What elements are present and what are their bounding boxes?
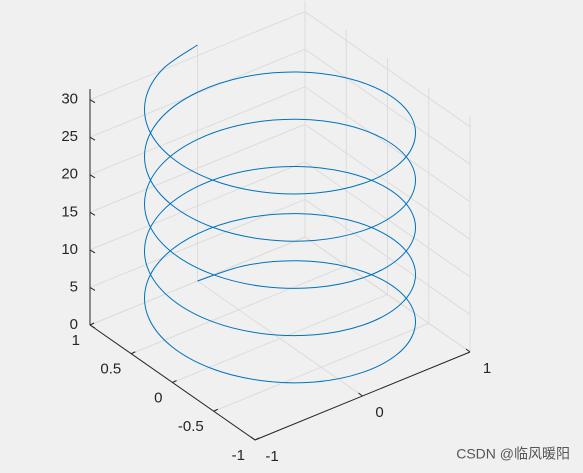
y-tick-label: -1 bbox=[232, 447, 245, 464]
z-tick bbox=[89, 211, 96, 216]
x-tick bbox=[358, 392, 363, 397]
watermark: CSDN @临风暖阳 bbox=[456, 446, 570, 462]
plot-area bbox=[144, 44, 416, 384]
z-tick bbox=[89, 99, 96, 104]
z-tick bbox=[89, 287, 96, 291]
grid-line bbox=[213, 322, 429, 412]
x-tick bbox=[250, 436, 256, 441]
y-tick bbox=[172, 380, 177, 383]
z-tick-label: 15 bbox=[61, 203, 78, 220]
helix-line bbox=[144, 44, 416, 384]
grid-line bbox=[131, 265, 347, 355]
z-tick-label: 25 bbox=[61, 128, 78, 145]
y-tick bbox=[213, 408, 218, 412]
y-tick bbox=[254, 437, 260, 441]
z-tick bbox=[89, 249, 96, 254]
y-tick bbox=[89, 322, 95, 326]
z-tick bbox=[89, 174, 96, 179]
y-tick-label: -0.5 bbox=[178, 418, 204, 435]
z-tick bbox=[89, 136, 96, 141]
y-tick-label: 1 bbox=[72, 332, 80, 349]
z-tick-label: 20 bbox=[61, 166, 78, 183]
y-tick bbox=[131, 351, 136, 355]
z-tick-label: 10 bbox=[61, 241, 78, 258]
z-tick-label: 0 bbox=[70, 316, 78, 333]
z-tick-label: 5 bbox=[70, 278, 78, 295]
y-tick-label: 0 bbox=[154, 389, 162, 406]
x-tick-label: 0 bbox=[375, 404, 383, 421]
z-tick-label: 30 bbox=[61, 91, 78, 108]
x-tick-label: 1 bbox=[483, 360, 491, 377]
x-tick-label: -1 bbox=[265, 448, 278, 465]
grid bbox=[89, 1, 471, 441]
grid-line bbox=[172, 294, 388, 383]
y-tick-label: 0.5 bbox=[100, 361, 121, 378]
x-tick bbox=[465, 348, 471, 353]
z-tick bbox=[89, 324, 96, 329]
